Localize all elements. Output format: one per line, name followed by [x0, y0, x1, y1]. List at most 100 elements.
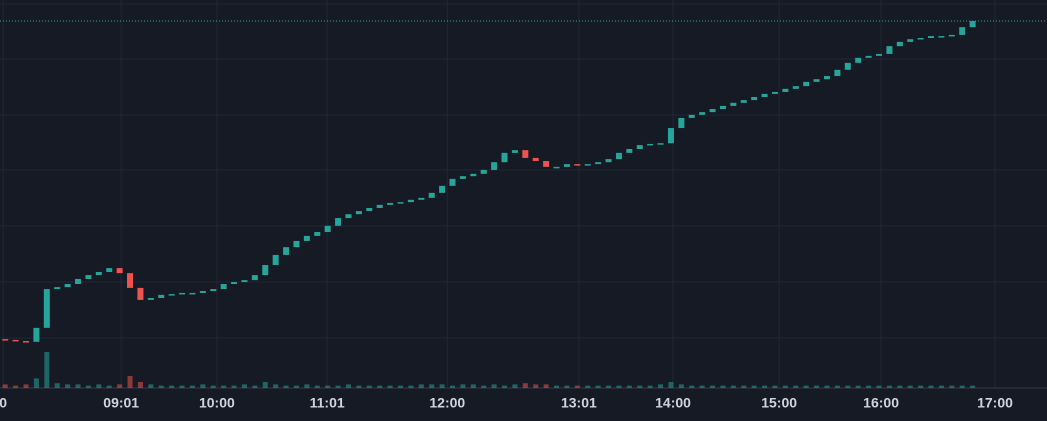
candle-body — [272, 254, 279, 266]
volume-bar — [408, 385, 414, 388]
candle-body — [127, 273, 134, 288]
candle-body — [210, 289, 217, 291]
candle-body — [626, 148, 633, 153]
volume-bar — [564, 385, 570, 388]
candle-body — [33, 327, 40, 342]
volume-bar — [949, 385, 955, 388]
candle-body — [293, 240, 300, 248]
volume-bar — [252, 385, 258, 388]
candle-body — [179, 292, 186, 295]
candle-body — [355, 211, 362, 215]
volume-bar — [65, 384, 71, 388]
volume-bar — [397, 385, 403, 388]
h-grid — [0, 3, 1047, 339]
candle-body — [345, 214, 352, 219]
candle-body — [553, 166, 560, 169]
volume-bar — [782, 385, 788, 388]
volume-bar — [762, 385, 768, 388]
candle-body — [615, 152, 622, 160]
volume-bar — [751, 385, 757, 388]
candle-body — [834, 69, 841, 77]
volume-bar — [533, 384, 539, 388]
volume-bar — [855, 385, 861, 388]
volume-bar — [117, 384, 123, 388]
candle-body — [678, 117, 685, 129]
volume-bar — [678, 384, 684, 388]
x-tick-label: 12:00 — [429, 395, 465, 411]
volume-bar — [356, 385, 362, 388]
volume-bar — [481, 385, 487, 388]
volume-bar — [429, 384, 435, 388]
candle-body — [241, 280, 248, 283]
volume-bar — [710, 385, 716, 388]
candle-body — [23, 341, 30, 343]
x-tick-label: 14:00 — [655, 395, 691, 411]
candle-body — [907, 39, 914, 42]
volume-bar — [626, 385, 632, 388]
volume-bar — [866, 385, 872, 388]
candle-body — [43, 289, 50, 328]
volume-bar — [658, 384, 664, 388]
volume-bar — [231, 385, 237, 388]
candle-body — [667, 128, 674, 144]
volume-bar — [637, 385, 643, 388]
candle-body — [522, 150, 529, 158]
candle-body — [147, 297, 154, 300]
candle-body — [366, 207, 373, 212]
candle-body — [782, 88, 789, 92]
candle-body — [969, 20, 976, 28]
volume-bar — [13, 385, 19, 388]
candle-body — [792, 86, 799, 89]
candle-body — [335, 218, 342, 226]
volume-bar — [377, 385, 383, 388]
volume-bar — [137, 382, 143, 388]
candle-body — [418, 197, 425, 200]
volume-bar — [502, 385, 508, 388]
volume-bar — [938, 385, 944, 388]
volume-bar — [450, 385, 456, 388]
candle-body — [647, 143, 654, 146]
candle-body — [168, 294, 175, 296]
volume-bar — [200, 384, 206, 388]
candle-body — [95, 271, 102, 276]
candle-body — [480, 169, 487, 174]
volume-bar — [96, 384, 102, 388]
volume-bar — [106, 385, 112, 388]
candle-body — [314, 232, 321, 236]
candle-body — [283, 247, 290, 255]
x-tick-label: 09:01 — [103, 395, 139, 411]
volume-bar — [148, 384, 154, 388]
candle-body — [771, 91, 778, 94]
volume-bar — [689, 385, 695, 388]
candle-body — [532, 157, 539, 162]
volume-bar — [741, 385, 747, 388]
candle-body — [501, 152, 508, 163]
candle-body — [563, 164, 570, 167]
volume-bar — [179, 385, 185, 388]
candle-body — [428, 192, 435, 198]
candle-body — [938, 36, 945, 38]
volume-bar — [907, 385, 913, 388]
volume-bar — [262, 382, 268, 388]
volume-bar — [470, 384, 476, 388]
volume-bar — [959, 385, 965, 388]
volume-bar — [897, 385, 903, 388]
candle-body — [948, 34, 955, 37]
candle-body — [470, 173, 477, 177]
volume-bar — [668, 382, 674, 388]
candle-body — [928, 36, 935, 39]
candle-body — [740, 100, 747, 103]
volume-bar — [647, 385, 653, 388]
volume-bar — [273, 384, 279, 388]
volume-bar — [512, 384, 518, 388]
candle-body — [54, 287, 61, 290]
candle-body — [699, 112, 706, 115]
volume-bar — [491, 384, 497, 388]
candle-body — [657, 143, 664, 145]
candle-body — [865, 55, 872, 58]
volume-bar — [699, 385, 705, 388]
volume-bar — [44, 352, 50, 388]
candle-body — [803, 81, 810, 87]
x-tick-label: 15:00 — [761, 395, 797, 411]
